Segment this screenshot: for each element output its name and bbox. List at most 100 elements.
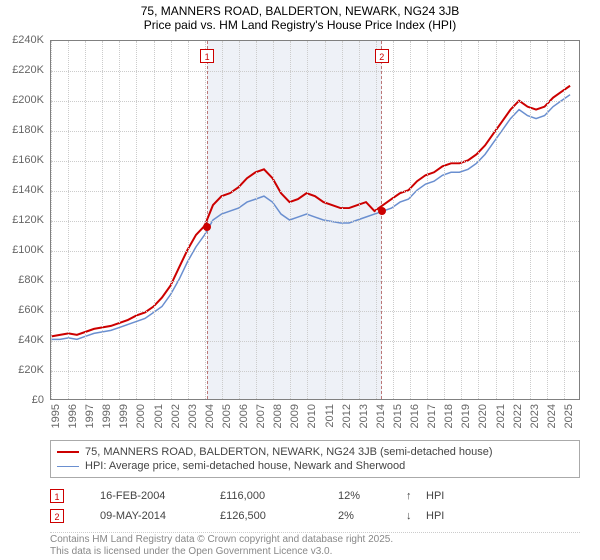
xtick-label: 2016 (409, 404, 421, 428)
xtick-label: 2023 (529, 404, 541, 428)
gridline-h (51, 101, 579, 102)
gridline-v (239, 41, 240, 399)
xtick-label: 2012 (341, 404, 353, 428)
gridline-h (51, 281, 579, 282)
legend-label: HPI: Average price, semi-detached house,… (85, 460, 405, 472)
ytick-label: £200K (12, 94, 44, 106)
legend-row: 75, MANNERS ROAD, BALDERTON, NEWARK, NG2… (57, 445, 573, 459)
legend-label: 75, MANNERS ROAD, BALDERTON, NEWARK, NG2… (85, 446, 493, 458)
gridline-v (290, 41, 291, 399)
xtick-label: 2017 (426, 404, 438, 428)
xtick-label: 2022 (512, 404, 524, 428)
xtick-label: 2019 (460, 404, 472, 428)
xtick-label: 1998 (101, 404, 113, 428)
gridline-h (51, 311, 579, 312)
xtick-label: 2006 (238, 404, 250, 428)
gridline-v (119, 41, 120, 399)
gridline-v (359, 41, 360, 399)
sales-table: 116-FEB-2004£116,00012%↑HPI209-MAY-2014£… (50, 486, 580, 526)
gridline-v (307, 41, 308, 399)
gridline-h (51, 131, 579, 132)
xtick-label: 2018 (443, 404, 455, 428)
xtick-label: 2014 (375, 404, 387, 428)
series-line (51, 86, 570, 337)
ytick-label: £40K (18, 334, 44, 346)
sale-marker-dot (203, 223, 211, 231)
gridline-v (530, 41, 531, 399)
gridline-v (256, 41, 257, 399)
xtick-label: 1999 (118, 404, 130, 428)
sale-marker-box: 2 (375, 49, 389, 63)
xtick-label: 2015 (392, 404, 404, 428)
gridline-v (513, 41, 514, 399)
sale-arrow-icon: ↑ (406, 490, 418, 502)
gridline-v (222, 41, 223, 399)
ytick-label: £60K (18, 304, 44, 316)
sale-marker-label: 1 (50, 489, 64, 503)
ytick-label: £0 (32, 394, 44, 406)
gridline-v (154, 41, 155, 399)
gridline-h (51, 371, 579, 372)
legend-swatch (57, 466, 79, 467)
sale-date: 09-MAY-2014 (72, 510, 212, 522)
ytick-label: £240K (12, 34, 44, 46)
gridline-h (51, 251, 579, 252)
xtick-label: 2002 (170, 404, 182, 428)
gridline-v (136, 41, 137, 399)
legend: 75, MANNERS ROAD, BALDERTON, NEWARK, NG2… (50, 440, 580, 478)
gridline-v (102, 41, 103, 399)
xtick-label: 2020 (477, 404, 489, 428)
xtick-label: 2009 (289, 404, 301, 428)
chart-lines-svg (51, 41, 579, 399)
xtick-label: 2025 (563, 404, 575, 428)
page-subtitle: Price paid vs. HM Land Registry's House … (0, 18, 600, 36)
gridline-v (461, 41, 462, 399)
gridline-v (342, 41, 343, 399)
xtick-label: 1995 (50, 404, 62, 428)
sale-pct: 12% (338, 490, 398, 502)
gridline-v (393, 41, 394, 399)
gridline-v (188, 41, 189, 399)
xtick-label: 1996 (67, 404, 79, 428)
sale-hpi-label: HPI (426, 490, 456, 502)
gridline-v (444, 41, 445, 399)
sale-marker-box: 1 (200, 49, 214, 63)
legend-row: HPI: Average price, semi-detached house,… (57, 459, 573, 473)
ytick-label: £100K (12, 244, 44, 256)
gridline-h (51, 341, 579, 342)
sale-row: 209-MAY-2014£126,5002%↓HPI (50, 506, 580, 526)
xtick-label: 2001 (153, 404, 165, 428)
gridline-v (205, 41, 206, 399)
xtick-label: 2013 (358, 404, 370, 428)
gridline-v (325, 41, 326, 399)
ytick-label: £80K (18, 274, 44, 286)
sale-price: £116,000 (220, 490, 330, 502)
ytick-label: £220K (12, 64, 44, 76)
xtick-label: 2000 (135, 404, 147, 428)
sale-marker-label: 2 (50, 509, 64, 523)
xtick-label: 2011 (324, 404, 336, 428)
ytick-label: £120K (12, 214, 44, 226)
xtick-label: 2004 (204, 404, 216, 428)
gridline-h (51, 71, 579, 72)
gridline-v (496, 41, 497, 399)
divider (50, 532, 580, 533)
xtick-label: 2024 (546, 404, 558, 428)
footer: Contains HM Land Registry data © Crown c… (50, 534, 580, 558)
gridline-h (51, 191, 579, 192)
gridline-v (51, 41, 52, 399)
xtick-label: 2003 (187, 404, 199, 428)
gridline-v (68, 41, 69, 399)
gridline-v (171, 41, 172, 399)
sale-pct: 2% (338, 510, 398, 522)
gridline-v (376, 41, 377, 399)
xtick-label: 2005 (221, 404, 233, 428)
sale-arrow-icon: ↓ (406, 510, 418, 522)
gridline-v (410, 41, 411, 399)
y-axis: £0£20K£40K£60K£80K£100K£120K£140K£160K£1… (0, 40, 48, 400)
xtick-label: 2010 (306, 404, 318, 428)
xtick-label: 2007 (255, 404, 267, 428)
gridline-v (478, 41, 479, 399)
sale-row: 116-FEB-2004£116,00012%↑HPI (50, 486, 580, 506)
ytick-label: £180K (12, 124, 44, 136)
